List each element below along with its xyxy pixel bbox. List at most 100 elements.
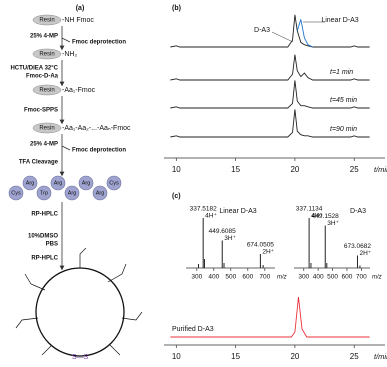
step-label: Fmoc-D-Aa [26,74,59,80]
arrow-branch [61,145,71,151]
x-tick-label: 25 [350,165,359,174]
step-label: 10%DMSO [28,234,58,240]
residue-label: Arg [68,190,77,196]
arrow-branch [61,37,71,43]
resin-suffix: -Aa₁-Aa₂-...-Aaₙ-Fmoc [62,125,131,132]
scheme: (a) S—S [15,5,143,361]
x-tick-label: 500 [225,274,236,281]
peak-annotation: D-A3 [254,27,270,34]
resin-bead [32,84,62,96]
side-chains [15,247,143,356]
trace [170,54,370,81]
resin-label: Resin [39,52,54,58]
residue-label: Cys [109,180,119,186]
residue-label: Arg [96,190,105,196]
x-tick-label: 15 [231,165,240,174]
peak-mz: 449.6085 [209,228,236,235]
residue-label: Trp [40,190,48,196]
residue-bead [78,175,94,191]
cyclic-peptide [35,267,125,357]
peak-mz: 449.1528 [312,213,339,220]
resin-suffix: -Aa₁-Fmoc [62,87,96,94]
peak-mz: 673.0682 [344,243,371,250]
step-label: 25% 4-MP [30,142,58,148]
x-tick-label: 700 [356,274,367,281]
residue-bead [22,175,38,191]
peak-mz: 674.0505 [247,242,274,249]
trace [170,80,370,109]
residue-label: Cys [11,190,21,196]
step-label: Fmoc deprotection [72,148,126,154]
trace-label: Purified D-A3 [172,326,214,333]
x-axis-label: m/z [277,275,287,281]
peak-mz: 337.1134 [296,206,323,213]
trace [170,14,370,48]
resin-suffix: -NH Fmoc [62,17,94,24]
trace [170,109,370,138]
resin-label: Resin [39,126,54,132]
residue-bead [8,185,24,201]
x-tick-label: 300 [298,274,309,281]
step-label: TFA Cleavage [19,160,59,166]
trace-label: t=90 min [330,126,357,133]
residue-label: Arg [54,180,63,186]
x-axis-label: t/min [374,165,387,174]
trace-label: t=45 min [330,97,357,104]
residue-bead [92,185,108,201]
x-tick-label: 400 [313,274,324,281]
peak-charge: 3H⁺ [224,235,236,242]
peak-annotation: Linear D-A3 [321,17,358,24]
disulfide: S—S [72,354,89,361]
resin-label: Resin [39,18,54,24]
step-label: RP-HPLC [31,212,58,218]
x-axis-label: t/min [374,352,387,361]
x-tick-label: 600 [242,274,253,281]
step-label: 25% 4-MP [30,34,58,40]
residue-bead [36,185,52,201]
x-tick-label: 700 [259,274,270,281]
resin-bead [32,14,62,26]
spectrum-title: Linear D-A3 [219,208,256,215]
trace [170,296,370,338]
step-label: HCTU/DIEA 32°C [10,66,58,72]
step-label: RP-HPLC [31,256,58,262]
x-tick-label: 20 [290,165,299,174]
panel-label: (b) [172,5,181,12]
x-tick-label: 15 [231,352,240,361]
x-tick-label: 600 [342,274,353,281]
peak-charge: 3H⁺ [327,220,339,227]
x-tick-label: 400 [208,274,219,281]
panel-label: (c) [172,193,181,200]
peak-charge: 4H⁺ [205,213,217,220]
residue-bead [106,175,122,191]
peak-charge: 2H⁺ [359,250,371,257]
arrows [59,26,71,271]
x-axis-label: m/z [372,275,382,281]
annotation-pointer [271,31,294,43]
panel-label: (a) [76,5,85,12]
resin-label: Resin [39,88,54,94]
x-tick-label: 20 [290,352,299,361]
resin-suffix: -NH₂ [62,51,77,58]
x-tick-label: 500 [327,274,338,281]
peak-charge: 4H⁺ [311,213,323,220]
step-label: PBS [46,242,58,248]
residue-label: Arg [82,180,91,186]
trace-label: t=1 min [330,69,353,76]
peak-charge: 2H⁺ [262,249,274,256]
resin-bead [32,122,62,134]
spectrum-title: D-A3 [350,208,366,215]
x-tick-label: 10 [172,165,181,174]
trace [296,19,313,48]
peak-mz: 337.5182 [190,206,217,213]
residue-bead [64,185,80,201]
x-tick-label: 10 [172,352,181,361]
step-label: Fmoc deprotection [72,40,126,46]
residue-label: Arg [26,180,35,186]
x-tick-label: 25 [350,352,359,361]
step-label: Fmoc-SPPS [24,108,58,114]
residue-bead [50,175,66,191]
resin-bead [32,48,62,60]
x-tick-label: 300 [191,274,202,281]
